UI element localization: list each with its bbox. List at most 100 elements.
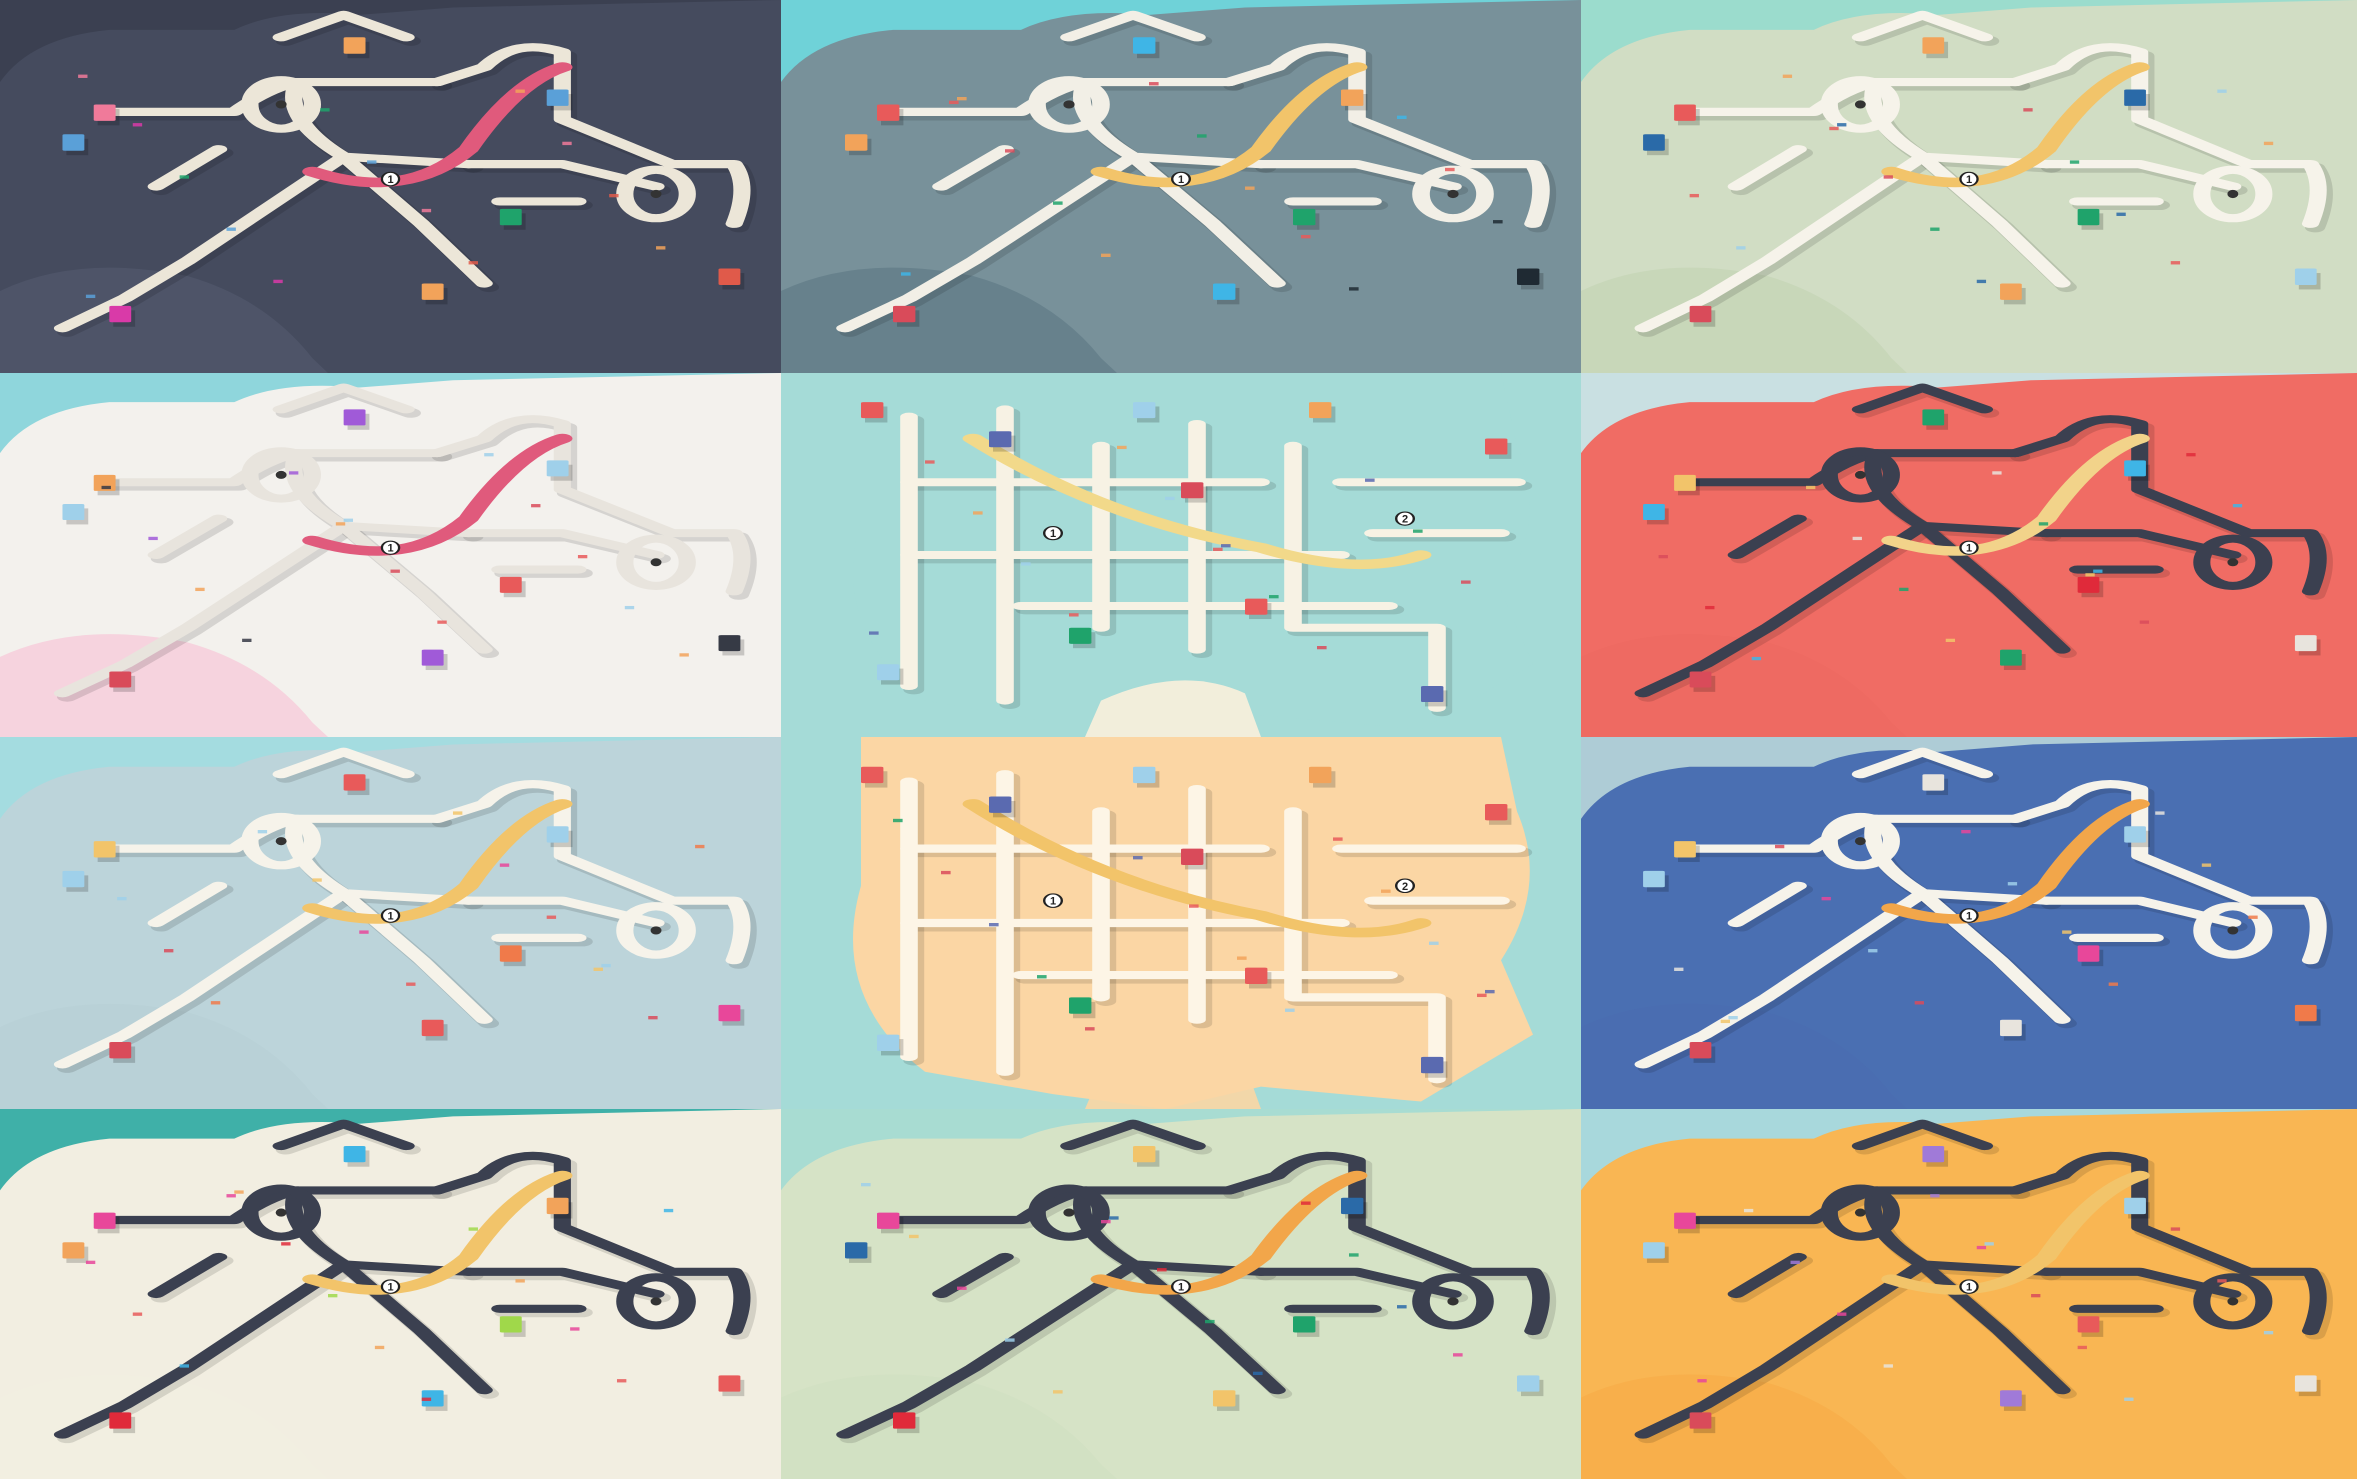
- building: [1245, 967, 1268, 985]
- road: [147, 145, 228, 191]
- car: [1133, 856, 1143, 860]
- car: [132, 1312, 143, 1316]
- car: [1883, 1364, 1893, 1368]
- road: [147, 514, 228, 560]
- building: [1181, 848, 1204, 865]
- car: [1485, 989, 1495, 994]
- level-theme-tile-amber[interactable]: 1: [1581, 1109, 2357, 1479]
- level-theme-tile-snow[interactable]: 1: [0, 373, 781, 737]
- car: [1883, 175, 1893, 179]
- car: [1101, 1220, 1111, 1224]
- building: [2077, 208, 2100, 226]
- level-theme-tile-ocean[interactable]: 1: [1581, 737, 2357, 1109]
- building: [421, 283, 444, 300]
- car: [1961, 830, 1971, 834]
- road: [1727, 514, 1807, 560]
- road: [1727, 881, 1807, 928]
- roundabout: [1028, 76, 1110, 133]
- building: [2294, 268, 2317, 285]
- car: [437, 620, 447, 624]
- level-theme-tile-mint[interactable]: 1: [781, 1109, 1581, 1479]
- bridge-marker: [380, 1279, 401, 1294]
- level-map: 1: [0, 373, 781, 737]
- building: [893, 305, 916, 323]
- car: [1984, 1242, 1994, 1246]
- building: [861, 402, 884, 419]
- bridge-marker: [1395, 511, 1416, 526]
- building: [343, 774, 366, 791]
- level-theme-tile-night[interactable]: 1: [0, 0, 781, 373]
- car: [78, 74, 88, 78]
- car: [1245, 186, 1255, 190]
- bridge-marker-number: 1: [1966, 1282, 1972, 1294]
- level-theme-tile-cream[interactable]: 1: [0, 1109, 781, 1479]
- car: [893, 818, 903, 823]
- level-map: 1: [0, 1109, 781, 1479]
- level-theme-tile-coral[interactable]: 1: [1581, 373, 2357, 737]
- level-theme-tile-sage[interactable]: 1: [1581, 0, 2357, 373]
- building: [499, 945, 522, 962]
- car: [2155, 811, 2165, 815]
- level-map: 1: [0, 737, 781, 1109]
- district-area: [781, 267, 1117, 373]
- car: [2038, 522, 2049, 526]
- car: [570, 1327, 580, 1331]
- car: [1736, 246, 1746, 250]
- building: [1069, 627, 1092, 644]
- bridge-marker: [1171, 171, 1192, 187]
- district-area: [1581, 634, 1907, 737]
- car: [2085, 573, 2095, 577]
- car: [1333, 837, 1343, 841]
- building: [1309, 402, 1332, 419]
- road: [272, 10, 415, 42]
- car: [1852, 536, 1862, 541]
- bridge-marker-number: 1: [1966, 543, 1972, 555]
- roundabout: [241, 76, 321, 133]
- car: [1205, 1319, 1215, 1324]
- building: [1421, 686, 1444, 703]
- road: [2007, 1151, 2327, 1336]
- road: [53, 1260, 353, 1439]
- building: [546, 1197, 569, 1215]
- roundabout: [616, 902, 696, 959]
- building: [1341, 89, 1364, 106]
- level-theme-tile-mist[interactable]: 1: [0, 737, 781, 1109]
- car: [1053, 201, 1063, 205]
- building: [2124, 1197, 2146, 1215]
- car: [2023, 108, 2033, 112]
- level-theme-tile-slate[interactable]: 1: [781, 0, 1581, 373]
- car: [1775, 844, 1785, 849]
- road: [1851, 747, 1994, 779]
- building: [845, 1242, 868, 1259]
- building: [718, 1004, 741, 1022]
- car: [2116, 212, 2126, 216]
- car: [1837, 123, 1847, 127]
- car: [1697, 1379, 1707, 1383]
- car: [273, 279, 283, 284]
- building: [1485, 803, 1508, 821]
- building: [1517, 1375, 1540, 1392]
- building: [343, 1146, 366, 1163]
- level-map: 1: [1581, 373, 2357, 737]
- car: [1301, 234, 1311, 239]
- car: [2232, 504, 2243, 508]
- building: [2000, 283, 2022, 300]
- bridge-marker-number: 1: [387, 911, 393, 923]
- car: [577, 555, 588, 559]
- road: [272, 747, 415, 779]
- building: [2294, 1375, 2317, 1392]
- bridge-ramp: [1090, 1170, 1368, 1295]
- road: [2007, 43, 2327, 228]
- building: [1689, 1412, 1712, 1429]
- road: [53, 889, 353, 1069]
- building: [1309, 766, 1332, 784]
- car: [499, 863, 510, 867]
- car: [901, 272, 911, 276]
- building: [877, 664, 900, 681]
- district-area: [1581, 1003, 1907, 1109]
- car: [1365, 478, 1375, 482]
- bridge-marker-number: 2: [1402, 514, 1408, 526]
- car: [164, 949, 174, 953]
